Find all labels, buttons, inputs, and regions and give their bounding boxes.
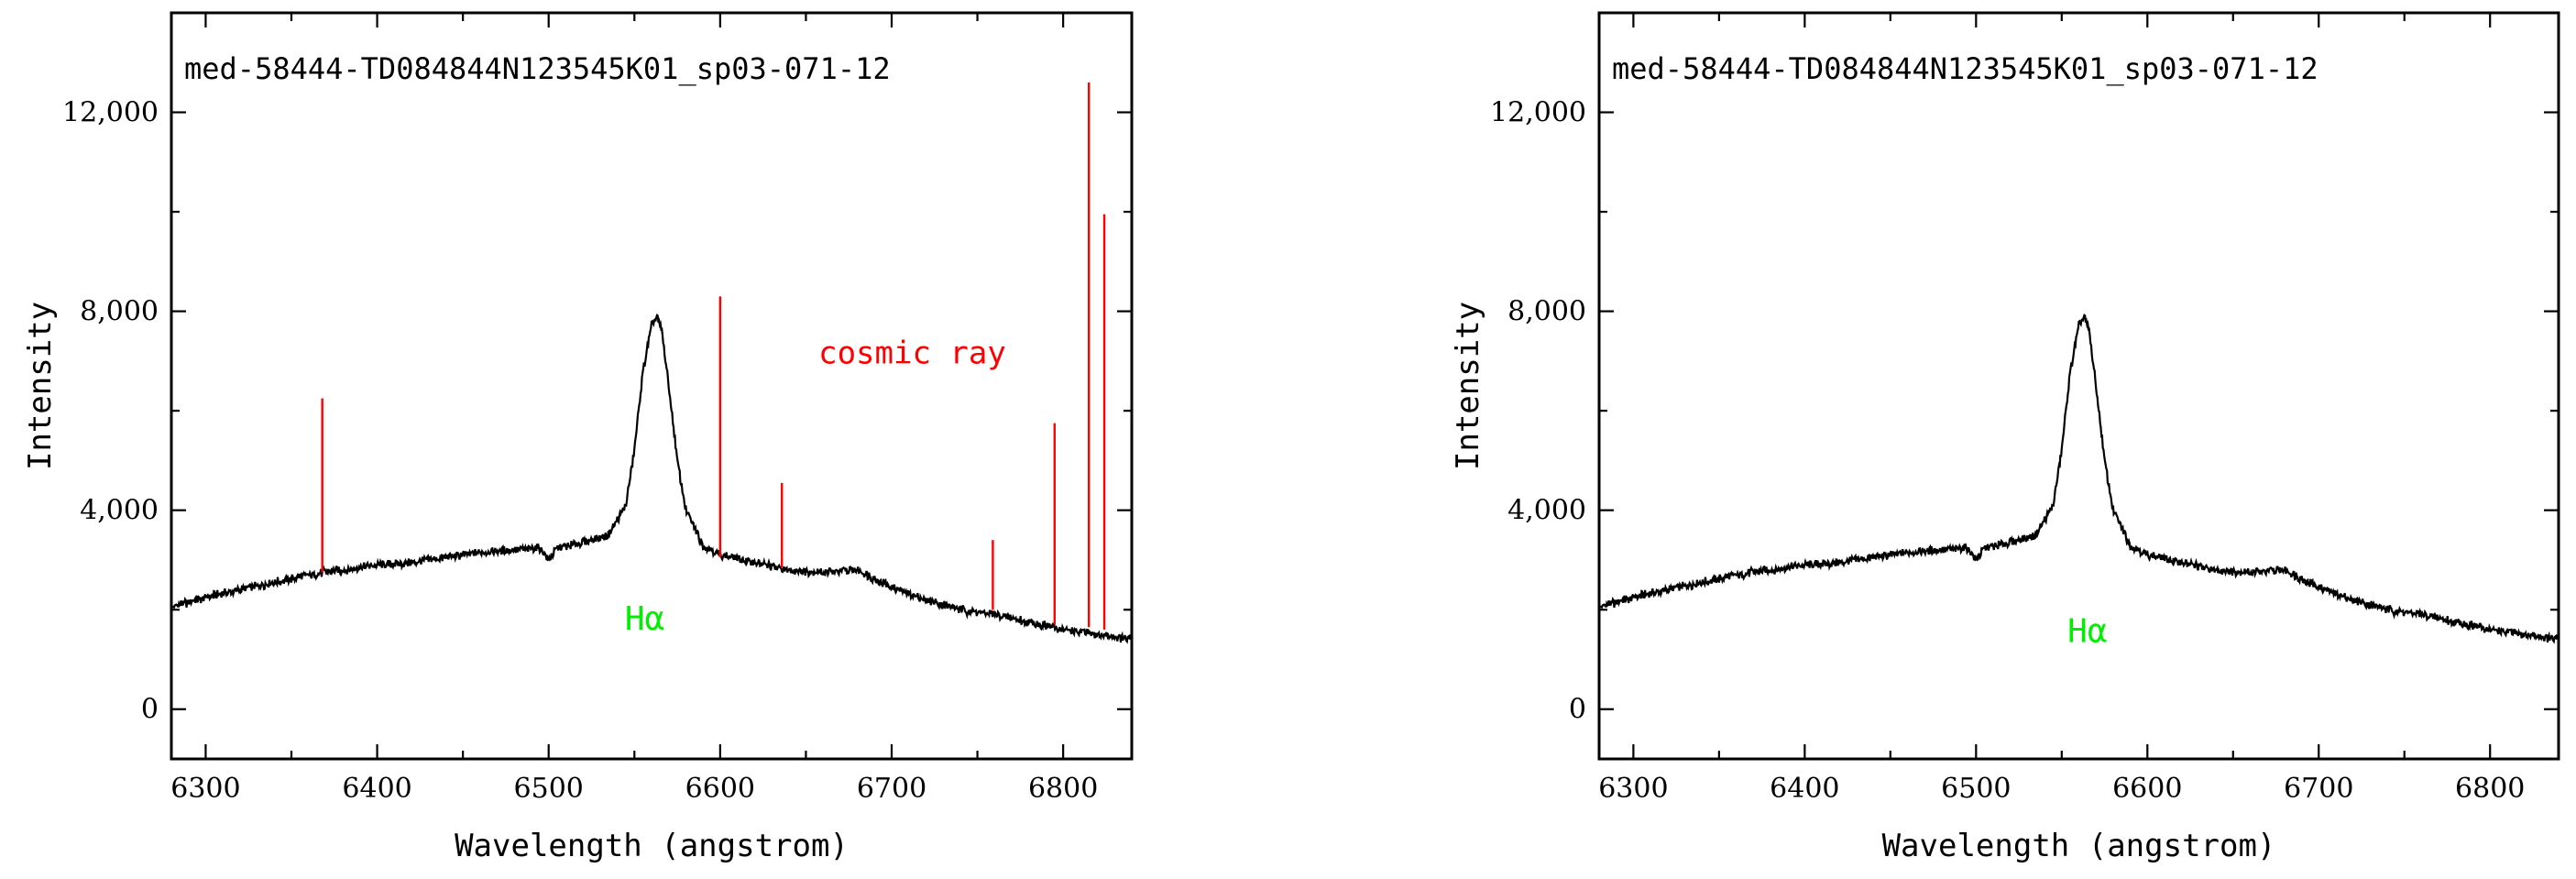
x-axis-label: Wavelength (angstrom) — [455, 828, 849, 864]
plot-title: med-58444-TD084844N123545K01_sp03-071-12 — [1612, 51, 2318, 86]
spectrum-line — [170, 313, 1134, 644]
x-tick-label: 6700 — [857, 773, 926, 805]
y-axis-label: Intensity — [22, 302, 59, 470]
plot-frame — [1597, 11, 2560, 761]
y-axis-label: Intensity — [1450, 302, 1486, 470]
y-tick-label: 0 — [1569, 694, 1586, 726]
x-tick-label: 6800 — [2455, 773, 2525, 805]
y-tick-label: 12,000 — [62, 97, 159, 129]
x-tick-label: 6600 — [2112, 773, 2182, 805]
h-alpha-label: Hα — [2067, 612, 2107, 650]
y-tick-label: 8,000 — [80, 296, 159, 328]
y-tick-label: 4,000 — [1507, 495, 1586, 527]
spectrum-line — [1597, 313, 2560, 644]
plot-frame — [170, 11, 1134, 761]
y-tick-label: 8,000 — [1507, 296, 1586, 328]
h-alpha-label: Hα — [625, 600, 664, 638]
plot-title: med-58444-TD084844N123545K01_sp03-071-12 — [184, 51, 891, 86]
x-tick-label: 6300 — [170, 773, 240, 805]
x-tick-label: 6600 — [685, 773, 755, 805]
x-tick-label: 6300 — [1598, 773, 1668, 805]
x-tick-label: 6400 — [342, 773, 411, 805]
cosmic-ray-label: cosmic ray — [818, 335, 1006, 372]
x-tick-label: 6700 — [2284, 773, 2353, 805]
x-tick-label: 6400 — [1770, 773, 1839, 805]
right-spectrum-panel: 6300 6400 6500 6600 6700 6800 0 4,000 8,000 12,00… — [1450, 11, 2560, 864]
x-tick-label: 6500 — [514, 773, 584, 805]
y-tick-label: 0 — [141, 694, 159, 726]
x-tick-label: 6500 — [1941, 773, 2011, 805]
y-tick-label: 12,000 — [1490, 97, 1586, 129]
left-spectrum-panel: 6300 6400 6500 6600 6700 6800 0 4,000 8,000 12,00… — [22, 11, 1134, 864]
x-axis-label: Wavelength (angstrom) — [1882, 828, 2276, 864]
y-tick-label: 4,000 — [80, 495, 159, 527]
x-tick-label: 6800 — [1028, 773, 1098, 805]
